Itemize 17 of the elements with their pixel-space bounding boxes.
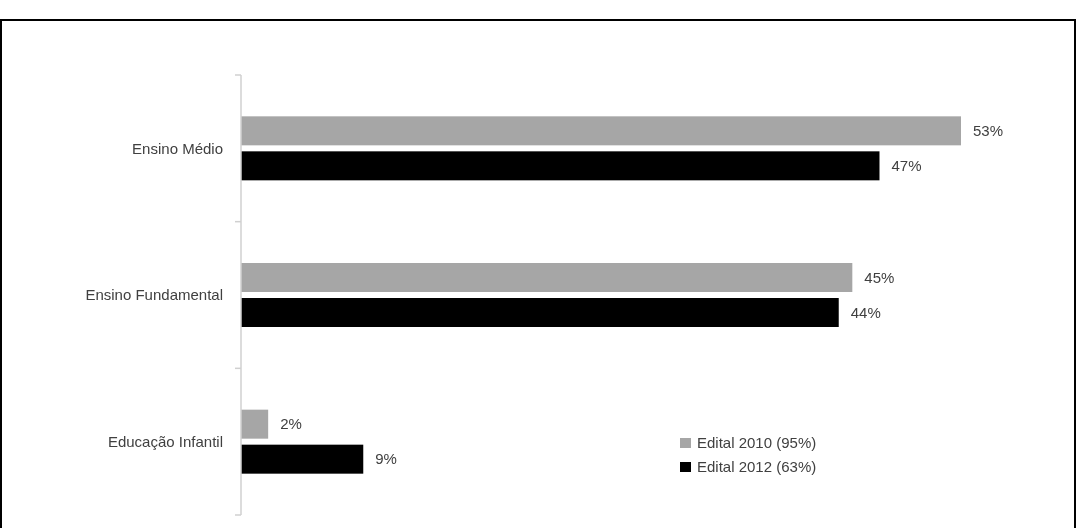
bar [241, 298, 839, 327]
data-label: 9% [375, 450, 397, 468]
bar [241, 151, 880, 181]
legend-label: Edital 2012 (63%) [697, 458, 817, 476]
legend-label: Edital 2010 (95%) [697, 434, 817, 452]
data-label: 47% [891, 157, 922, 175]
bar [241, 116, 961, 146]
y-tick-label: Ensino Fundamental [85, 286, 223, 304]
data-label: 44% [850, 303, 881, 321]
bar [241, 263, 853, 292]
y-tick-label: Educação Infantil [107, 432, 223, 450]
data-label: 53% [973, 122, 1004, 140]
bar [241, 409, 269, 439]
y-tick-label: Ensino Médio [132, 139, 223, 157]
data-label: 45% [864, 268, 895, 286]
bar [241, 444, 364, 474]
data-label: 2% [280, 415, 302, 433]
